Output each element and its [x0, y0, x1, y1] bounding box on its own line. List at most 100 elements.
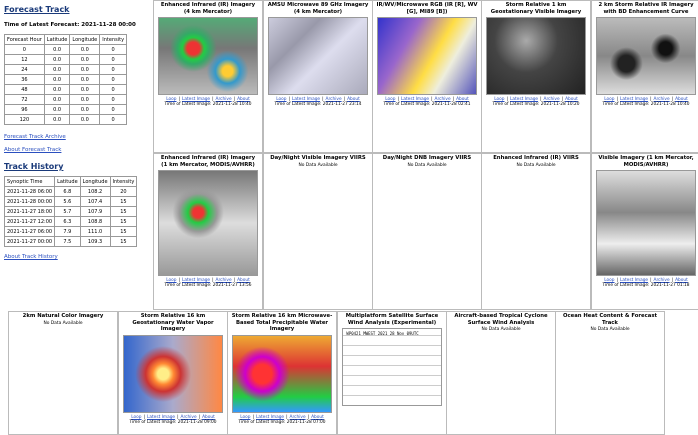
link[interactable]: About Track History [4, 254, 58, 260]
link[interactable]: Loop [166, 97, 177, 103]
cell: 72 [4, 94, 45, 105]
cell: 0 [99, 54, 128, 65]
link[interactable]: Latest Image [181, 97, 211, 103]
cell: 7.9 [54, 226, 81, 237]
product-card: Day/Night Visible Imagery VIIRS No Data A… [263, 153, 373, 310]
link[interactable]: Archive [434, 97, 451, 103]
separator: | [616, 278, 618, 284]
product-image[interactable] [596, 17, 696, 96]
separator: | [540, 97, 542, 103]
link[interactable]: About [456, 97, 469, 103]
cell: 2021-11-27 00:00 [3, 236, 56, 247]
link[interactable]: About [675, 278, 688, 284]
link[interactable]: About [237, 278, 250, 284]
product-image[interactable] [486, 17, 586, 96]
cell: 7.5 [54, 236, 81, 247]
product-image[interactable] [158, 17, 258, 96]
link[interactable]: About [347, 97, 360, 103]
cell: 0.0 [69, 54, 101, 65]
product-image[interactable] [377, 17, 477, 96]
link[interactable]: About [675, 97, 688, 103]
link[interactable]: Latest Image [255, 414, 285, 420]
status: No Data Available [407, 162, 447, 168]
cell: 0.0 [69, 44, 101, 55]
product-card: AMSU Microwave 89 GHz Imagery (4 km Merc… [263, 0, 373, 153]
product-title: Enhanced Infrared (IR) VIIRS [493, 155, 579, 161]
link[interactable]: Latest Image [146, 414, 176, 420]
product-image[interactable] [158, 170, 258, 277]
link[interactable]: Loop [385, 97, 396, 103]
product-image[interactable] [123, 334, 223, 413]
separator: | [650, 97, 652, 103]
link[interactable]: Archive [653, 97, 670, 103]
link[interactable]: Latest Image [619, 97, 649, 103]
cell: 108.2 [79, 186, 111, 197]
link[interactable]: Loop [240, 414, 251, 420]
product-title: Day/Night Visible Imagery VIIRS [270, 155, 366, 161]
link[interactable]: Archive [215, 97, 232, 103]
row: 12 0.0 0.0 0 [4, 54, 128, 65]
links: Loop | Latest Image | Archive | About [166, 97, 250, 102]
cell: 0 [4, 44, 45, 55]
link[interactable]: About [237, 97, 250, 103]
link[interactable]: About Forecast Track [4, 147, 62, 153]
image-time: Time of Latest Image: 2021-11-27 01:18 [602, 283, 690, 289]
product-card: Storm Relative 1 km Geostationary Visibl… [481, 0, 591, 153]
link[interactable]: Archive [543, 97, 560, 103]
product-image[interactable]: WP0421 MWEST 2021 28 Nov 09UTC [342, 328, 442, 407]
image-time: Time of Latest Image: 2021-11-28 07:00 [238, 419, 326, 425]
product-image[interactable] [596, 170, 696, 277]
separator: | [143, 414, 145, 420]
link[interactable]: Archive [653, 278, 670, 284]
cell: 107.9 [79, 206, 111, 217]
cell: 0.0 [43, 114, 71, 125]
link[interactable]: About [311, 414, 324, 420]
separator: | [616, 97, 618, 103]
link[interactable]: Archive [325, 97, 342, 103]
link[interactable]: Latest Image [181, 278, 211, 284]
cell: 0 [99, 44, 128, 55]
link[interactable]: Latest Image [509, 97, 539, 103]
header-cell: Latitude [43, 34, 71, 45]
row: 2021-11-27 12:00 6.3 108.8 15 [3, 216, 138, 227]
product-title: Storm Relative 1 km Geostationary Visibl… [490, 2, 582, 15]
link[interactable]: Latest Image [619, 278, 649, 284]
link[interactable]: Loop [131, 414, 142, 420]
cell: 0.0 [43, 94, 71, 105]
link[interactable]: Loop [166, 278, 177, 284]
link[interactable]: Forecast Track Archive [4, 134, 66, 140]
header-cell: Forecast Hour [4, 34, 45, 45]
latest-forecast: Time of Latest Forecast: 2021-11-28 00:0… [4, 22, 136, 28]
separator: | [252, 414, 254, 420]
cell: 0.0 [69, 104, 101, 115]
links: Loop | Latest Image | Archive | About [131, 415, 215, 420]
link[interactable]: Loop [494, 97, 505, 103]
separator: | [233, 97, 236, 103]
link[interactable]: Archive [215, 278, 232, 284]
links: Loop | Latest Image | Archive | About [166, 278, 250, 283]
product-title: Aircraft-based Tropical Cyclone Surface … [454, 313, 548, 326]
left-panel: Forecast Track Time of Latest Forecast: … [3, 0, 150, 267]
link[interactable]: Loop [604, 278, 615, 284]
link[interactable]: About [202, 414, 215, 420]
row: 120 0.0 0.0 0 [4, 114, 128, 125]
link[interactable]: Archive [180, 414, 197, 420]
product-card: Storm Relative 16 km Microwave-Based Tot… [227, 311, 337, 435]
cell: 0.0 [69, 94, 101, 105]
cell: 96 [4, 104, 45, 115]
product-card: IR/WV/Microwave RGB (IR [R], WV [G], MI8… [372, 0, 482, 153]
link[interactable]: Loop [276, 97, 287, 103]
cell: 0.0 [69, 74, 101, 85]
row: 0 0.0 0.0 0 [4, 44, 128, 55]
link[interactable]: Loop [604, 97, 615, 103]
product-image[interactable] [232, 334, 332, 413]
header-cell: Latitude [54, 176, 81, 187]
link[interactable]: About [565, 97, 578, 103]
link[interactable]: Archive [289, 414, 306, 420]
links: Loop | Latest Image | Archive | About [604, 278, 688, 283]
cell: 2021-11-28 06:00 [3, 186, 56, 197]
link[interactable]: Latest Image [400, 97, 430, 103]
header-row: Forecast Hour Latitude Longitude Intensity [4, 34, 128, 45]
link[interactable]: Latest Image [291, 97, 321, 103]
product-image[interactable] [268, 17, 368, 96]
